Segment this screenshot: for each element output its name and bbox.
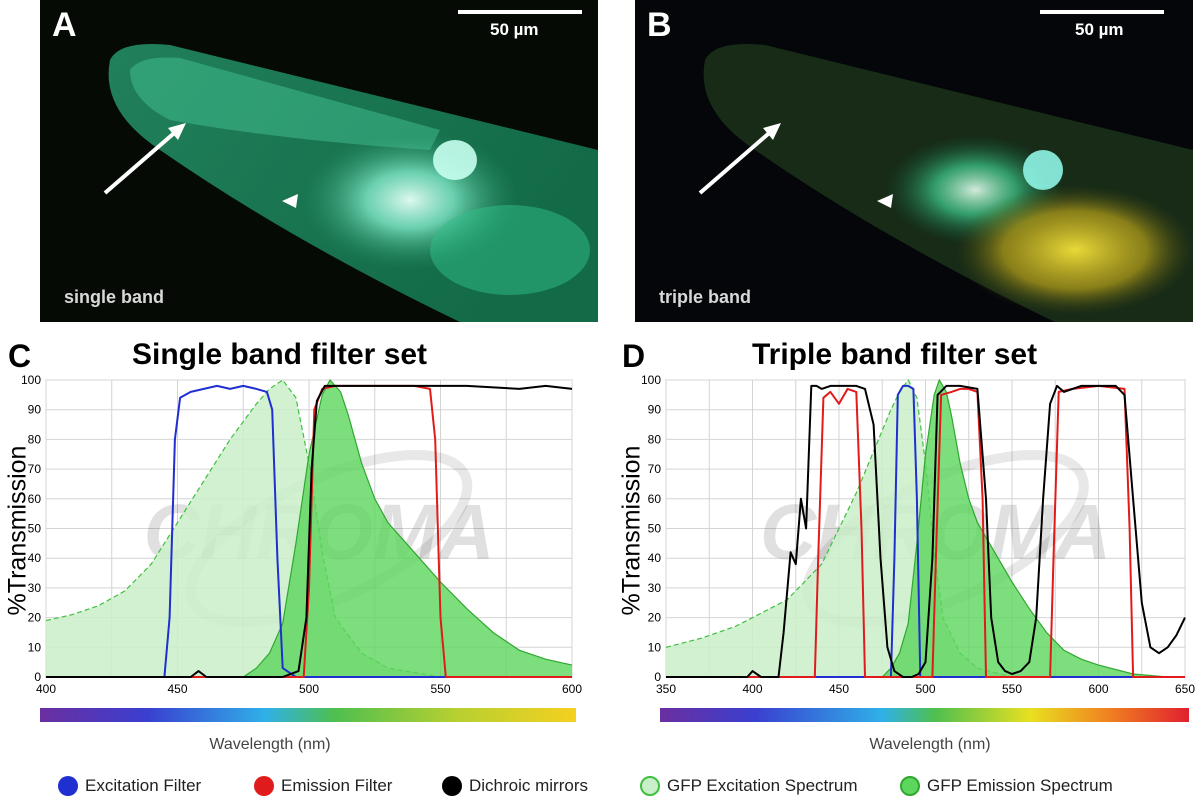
series-emission-filter-line xyxy=(666,384,1185,678)
x-tick-label: 400 xyxy=(36,682,56,696)
y-tick-label: 0 xyxy=(34,670,41,684)
legend-item-gfp-ex: GFP Excitation Spectrum xyxy=(640,776,858,796)
x-tick-label: 550 xyxy=(430,682,450,696)
legend-label-gfp-em: GFP Emission Spectrum xyxy=(927,776,1113,795)
x-tick-label: 400 xyxy=(742,682,762,696)
scale-bar-a xyxy=(458,10,582,14)
legend: Excitation Filter Emission Filter Dichro… xyxy=(0,776,1200,802)
y-tick-label: 60 xyxy=(648,492,662,506)
y-tick-label: 10 xyxy=(28,640,42,654)
y-tick-label: 100 xyxy=(21,373,41,387)
chart-letter-c: C xyxy=(8,338,32,374)
legend-label-dichroic: Dichroic mirrors xyxy=(469,776,588,795)
excitation-dot-icon xyxy=(58,776,78,796)
micrograph-a-drawing xyxy=(40,0,598,322)
x-tick-label: 600 xyxy=(1088,682,1108,696)
y-tick-label: 60 xyxy=(28,492,42,506)
legend-item-excitation: Excitation Filter xyxy=(58,776,201,796)
series-gfp-emission-spectrum-line xyxy=(881,378,1168,678)
series-gfp-emission-spectrum-area xyxy=(243,380,573,677)
panel-caption-a: single band xyxy=(64,287,165,307)
y-tick-label: 30 xyxy=(648,581,662,595)
series-dichroic-mirrors-line xyxy=(666,384,1186,678)
series-gfp-emission-spectrum-area xyxy=(882,380,1168,677)
chart-xlabel-d: Wavelength (nm) xyxy=(869,736,991,753)
gfp-em-dot-icon xyxy=(900,776,920,796)
y-tick-label: 20 xyxy=(648,611,662,625)
micrograph-single-band: A 50 µm single band xyxy=(40,0,598,322)
y-tick-label: 40 xyxy=(648,551,662,565)
y-tick-label: 20 xyxy=(28,611,42,625)
x-tick-label: 650 xyxy=(1175,682,1195,696)
x-tick-label: 600 xyxy=(562,682,582,696)
x-tick-label: 450 xyxy=(167,682,187,696)
chart-title-c: Single band filter set xyxy=(132,338,428,371)
legend-label-gfp-ex: GFP Excitation Spectrum xyxy=(667,776,858,795)
spectra-charts: CHROMA0102030405060708090100400450500550… xyxy=(21,373,1195,722)
panel-caption-b: triple band xyxy=(659,287,752,307)
dichroic-dot-icon xyxy=(442,776,462,796)
x-tick-label: 550 xyxy=(1002,682,1022,696)
chart-xlabel-c: Wavelength (nm) xyxy=(209,736,331,753)
micrograph-b-drawing xyxy=(635,0,1193,322)
y-tick-label: 50 xyxy=(648,522,662,536)
y-tick-label: 30 xyxy=(28,581,42,595)
series-dichroic-mirrors-line xyxy=(46,384,573,678)
y-tick-label: 80 xyxy=(28,432,42,446)
gfp-ex-dot-icon xyxy=(640,776,660,796)
y-tick-label: 0 xyxy=(654,670,661,684)
scale-bar-b xyxy=(1040,10,1164,14)
series-gfp-excitation-spectrum-line xyxy=(665,378,1013,678)
x-tick-label: 350 xyxy=(656,682,676,696)
y-tick-label: 90 xyxy=(648,403,662,417)
panel-letter-b: B xyxy=(647,6,672,44)
wavelength-color-bar xyxy=(40,708,576,722)
micrograph-triple-band: B 50 µm triple band xyxy=(635,0,1193,322)
panel-letter-a: A xyxy=(52,6,77,44)
x-tick-label: 500 xyxy=(915,682,935,696)
legend-item-dichroic: Dichroic mirrors xyxy=(442,776,588,796)
y-tick-label: 90 xyxy=(28,403,42,417)
x-tick-label: 500 xyxy=(299,682,319,696)
y-tick-label: 100 xyxy=(641,373,661,387)
series-excitation-filter-line xyxy=(46,384,572,678)
y-tick-label: 70 xyxy=(648,462,662,476)
y-tick-label: 50 xyxy=(28,522,42,536)
series-excitation-filter-line xyxy=(666,384,1185,678)
legend-item-gfp-em: GFP Emission Spectrum xyxy=(900,776,1113,796)
y-tick-label: 70 xyxy=(28,462,42,476)
wavelength-color-bar xyxy=(660,708,1189,722)
scale-label-a: 50 µm xyxy=(490,20,539,39)
chart-title-d: Triple band filter set xyxy=(752,338,1038,371)
emission-dot-icon xyxy=(254,776,274,796)
series-gfp-excitation-spectrum-area xyxy=(46,380,441,677)
chart-letter-d: D xyxy=(622,338,646,374)
y-tick-label: 10 xyxy=(648,640,662,654)
legend-label-excitation: Excitation Filter xyxy=(85,776,202,795)
scale-label-b: 50 µm xyxy=(1075,20,1124,39)
legend-item-emission: Emission Filter xyxy=(254,776,392,796)
legend-label-emission: Emission Filter xyxy=(281,776,393,795)
x-tick-label: 450 xyxy=(829,682,849,696)
series-gfp-emission-spectrum-line xyxy=(242,378,573,678)
y-tick-label: 80 xyxy=(648,432,662,446)
y-tick-label: 40 xyxy=(28,551,42,565)
